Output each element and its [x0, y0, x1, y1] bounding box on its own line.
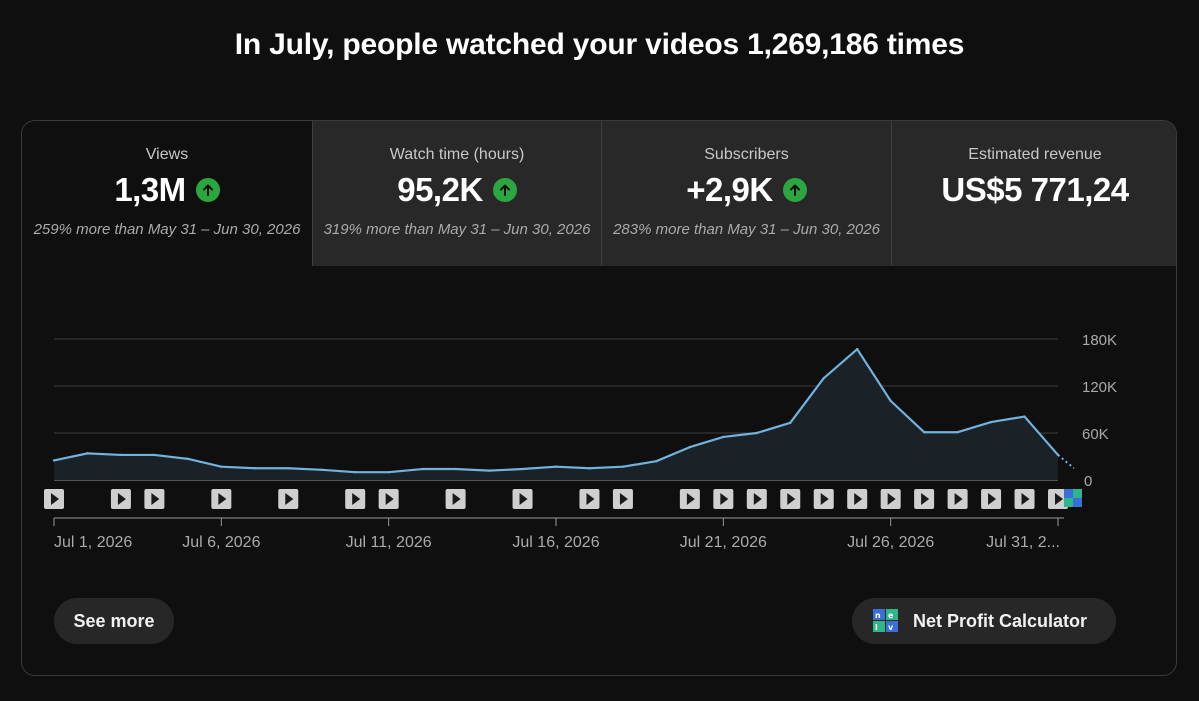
data-point — [588, 467, 591, 470]
play-icon[interactable] — [713, 489, 734, 509]
data-point — [956, 431, 959, 434]
play-icon[interactable] — [378, 489, 399, 509]
x-tick-label: Jul 16, 2026 — [512, 534, 599, 551]
play-icon[interactable] — [780, 489, 801, 509]
data-point — [989, 420, 993, 424]
tab-watch-time[interactable]: Watch time (hours) 95,2K 319% more than … — [312, 121, 601, 266]
data-point — [119, 453, 123, 457]
play-icon[interactable] — [813, 489, 834, 509]
play-icon[interactable] — [445, 489, 466, 509]
data-point — [1023, 415, 1026, 418]
projected-line — [1057, 454, 1075, 470]
tab-label: Watch time (hours) — [389, 146, 525, 163]
arrow-up-icon — [492, 178, 517, 202]
data-point — [153, 453, 156, 457]
svg-text:n: n — [875, 611, 881, 620]
svg-text:e: e — [888, 611, 894, 620]
data-point — [722, 435, 725, 439]
data-point — [856, 347, 859, 351]
arrow-up-icon — [195, 178, 220, 202]
play-icon[interactable] — [914, 489, 935, 509]
y-tick-label: 120K — [1082, 379, 1117, 396]
page-headline: In July, people watched your videos 1,26… — [234, 28, 965, 61]
tab-value: +2,9K — [686, 171, 773, 208]
play-icon[interactable] — [1014, 489, 1035, 509]
data-point — [755, 431, 758, 435]
data-point — [387, 470, 390, 474]
tab-value: 95,2K — [397, 171, 483, 208]
data-point — [354, 470, 357, 474]
x-tick-label: Jul 6, 2026 — [182, 534, 260, 551]
y-tick-label: 180K — [1082, 332, 1117, 349]
data-point — [86, 452, 89, 455]
play-icon[interactable] — [211, 489, 232, 509]
analytics-card: Views 1,3M 259% more than May 31 – Jun 3… — [21, 120, 1177, 676]
play-icon[interactable] — [345, 489, 366, 509]
data-point — [320, 468, 323, 472]
data-point — [220, 465, 223, 468]
tab-comparison: 319% more than May 31 – Jun 30, 2026 — [323, 221, 591, 238]
svg-text:v: v — [888, 623, 894, 632]
tab-estimated-revenue[interactable]: Estimated revenue US$5 771,24 — [891, 121, 1176, 266]
data-point — [789, 421, 792, 425]
play-icon[interactable] — [144, 489, 165, 509]
views-line-chart: 180K 120K 60K 0 Jul 1, 2026 Jul 6, 2026 Jul 11… — [44, 332, 1117, 551]
y-tick-label: 60K — [1082, 426, 1109, 443]
views-area-fill — [54, 349, 1058, 480]
data-point — [621, 465, 625, 468]
data-point — [655, 460, 658, 463]
svg-text:l: l — [875, 623, 878, 632]
data-point — [52, 459, 56, 462]
play-icon[interactable] — [679, 489, 700, 509]
x-tick-label: Jul 21, 2026 — [680, 534, 767, 551]
nexlev-logo-icon: n e l v — [873, 609, 898, 632]
data-point — [1056, 453, 1060, 457]
arrow-up-icon — [782, 178, 807, 202]
play-icon[interactable] — [44, 489, 64, 509]
tab-label: Estimated revenue — [968, 146, 1102, 163]
tab-views[interactable]: Views 1,3M 259% more than May 31 – Jun 3… — [22, 121, 312, 266]
play-icon[interactable] — [612, 489, 633, 509]
data-point — [420, 467, 424, 471]
play-icon[interactable] — [1048, 489, 1068, 509]
tab-label: Subscribers — [704, 146, 789, 163]
data-point — [688, 445, 692, 449]
net-profit-calculator-button[interactable]: n e l v Net Profit Calculator — [852, 598, 1116, 644]
play-icon[interactable] — [981, 489, 1002, 509]
x-tick-label: Jul 11, 2026 — [346, 534, 432, 551]
see-more-button[interactable]: See more — [54, 598, 174, 644]
metric-tabs: Views 1,3M 259% more than May 31 – Jun 3… — [22, 121, 1176, 266]
data-point — [822, 376, 825, 380]
data-point — [487, 469, 491, 472]
nexlev-logo-icon — [1064, 489, 1082, 507]
play-icon[interactable] — [579, 489, 600, 509]
play-icon[interactable] — [947, 489, 968, 509]
data-point — [287, 467, 290, 470]
x-tick-label: Jul 31, 2... — [986, 534, 1060, 551]
play-icon[interactable] — [746, 489, 767, 509]
play-icon[interactable] — [880, 489, 901, 509]
data-point — [454, 467, 457, 471]
tab-subscribers[interactable]: Subscribers +2,9K 283% more than May 31 … — [601, 121, 891, 266]
play-icon[interactable] — [512, 489, 533, 509]
net-profit-calculator-label: Net Profit Calculator — [913, 610, 1088, 631]
y-tick-label: 0 — [1084, 473, 1092, 490]
play-icon[interactable] — [110, 489, 131, 509]
data-point — [521, 467, 524, 471]
data-point — [889, 399, 892, 403]
data-point — [253, 467, 256, 470]
tab-comparison: 283% more than May 31 – Jun 30, 2026 — [613, 221, 880, 238]
tab-label: Views — [145, 146, 189, 163]
x-tick-label: Jul 1, 2026 — [54, 534, 132, 551]
tab-value: 1,3M — [114, 171, 186, 208]
data-point — [186, 457, 190, 461]
data-point — [922, 431, 926, 434]
tab-comparison: 259% more than May 31 – Jun 30, 2026 — [33, 221, 301, 238]
tab-value: US$5 771,24 — [941, 171, 1129, 208]
data-point — [554, 465, 558, 468]
play-icon[interactable] — [278, 489, 299, 509]
x-tick-label: Jul 26, 2026 — [847, 534, 934, 551]
play-icon[interactable] — [847, 489, 868, 509]
